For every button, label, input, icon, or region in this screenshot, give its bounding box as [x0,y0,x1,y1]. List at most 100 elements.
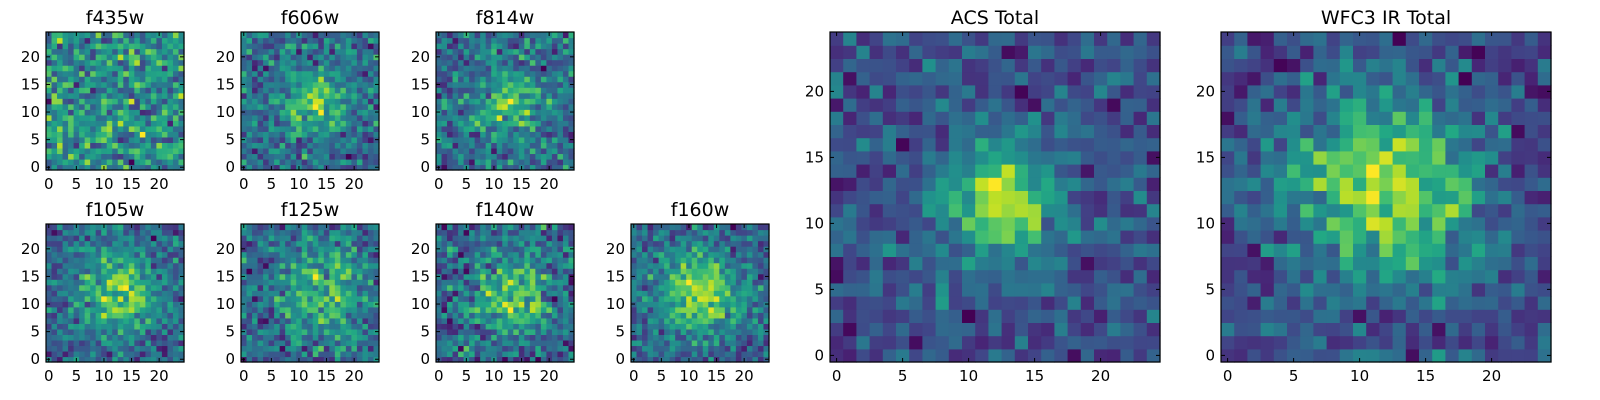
heatmap-cell [485,246,492,253]
heatmap-cell [301,279,308,286]
heatmap-cell [90,273,97,280]
heatmap-cell [145,306,152,313]
heatmap-cell [856,243,871,257]
heatmap-cell [557,306,564,313]
heatmap-cell [312,109,319,116]
heatmap-cell [935,190,950,205]
heatmap-cell [469,345,476,352]
heatmap-cell [340,120,347,127]
heatmap-cell [301,37,308,44]
heatmap-cell [296,350,303,358]
heatmap-cell [285,43,292,50]
heatmap-cell [491,103,498,110]
heatmap-cell [719,290,726,297]
heatmap-cell [112,153,119,160]
heatmap-cell [1120,190,1135,205]
heatmap-cell [373,65,380,72]
heatmap-cell [279,120,286,127]
heatmap-cell [351,103,358,110]
heatmap-cell [84,98,91,105]
heatmap-cell [345,136,352,143]
heatmap-cell [529,290,536,297]
heatmap-cell [735,246,742,253]
heatmap-cell [469,339,476,347]
heatmap-cell [334,323,341,330]
heatmap-cell [290,257,297,264]
heatmap-cell [340,70,347,77]
heatmap-cell [252,164,259,171]
heatmap-cell [524,103,531,110]
heatmap-cell [1133,269,1148,284]
heatmap-cell [51,109,58,116]
heatmap-cell [57,262,64,269]
heatmap-cell [150,323,157,330]
heatmap-cell [90,103,97,110]
heatmap-cell [106,109,113,116]
heatmap-cell [458,345,465,352]
heatmap-cell [463,295,470,302]
heatmap-cell [1014,269,1029,284]
heatmap-cell [112,284,119,291]
heatmap-cell [84,323,91,330]
heatmap-cell [441,356,448,363]
heatmap-cell [279,246,286,253]
heatmap-cell [669,323,676,330]
heatmap-cell [485,98,492,105]
heatmap-cell [285,103,292,110]
heatmap-cell [746,317,754,324]
heatmap-cell [274,339,281,347]
heatmap-cell [57,246,64,253]
heatmap-cell [167,136,174,143]
heatmap-cell [340,92,347,99]
heatmap-cell [79,103,86,110]
heatmap-cell [117,142,124,149]
heatmap-cell [263,65,270,72]
heatmap-cell [312,290,319,297]
heatmap-cell [458,339,465,347]
heatmap-cell [529,279,536,286]
heatmap-cell [62,328,69,335]
heatmap-cell [101,290,108,297]
heatmap-cell [46,48,53,55]
heatmap-cell [112,301,119,308]
heatmap-cell [485,284,492,291]
heatmap-cell [763,295,770,302]
heatmap-cell [73,229,80,236]
heatmap-cell [557,323,564,330]
heatmap-cell [79,262,86,269]
heatmap-cell [452,109,459,116]
heatmap-cell [1107,282,1121,297]
heatmap-cell [480,114,487,121]
heatmap-cell [161,153,169,160]
heatmap-cell [178,312,185,319]
heatmap-cell [274,345,281,352]
heatmap-cell [988,243,1003,257]
y-tick-label: 5 [30,323,40,341]
heatmap-cell [502,125,509,132]
heatmap-cell [257,103,264,110]
heatmap-cell [263,295,270,302]
heatmap-cell [246,290,253,297]
heatmap-cell [150,268,157,275]
axes-frame [435,223,575,363]
heatmap-cell [474,98,481,105]
heatmap-cell [463,262,470,269]
heatmap-cell [680,301,687,308]
heatmap-cell [458,328,465,335]
heatmap-cell [568,339,575,347]
heatmap-cell [1028,230,1042,244]
heatmap-cell [167,164,174,171]
heatmap-cell [636,328,643,335]
heatmap-cell [167,356,174,363]
heatmap-cell [474,120,481,127]
heatmap-cell [318,229,325,236]
heatmap-cell [843,177,857,191]
heatmap-cell [686,334,693,341]
heatmap-cell [263,257,270,264]
heatmap-cell [458,136,465,143]
heatmap-cell [686,312,693,319]
heatmap-cell [551,158,559,166]
heatmap-cell [447,103,454,110]
heatmap-cell [546,147,553,155]
heatmap-cell [719,317,726,324]
